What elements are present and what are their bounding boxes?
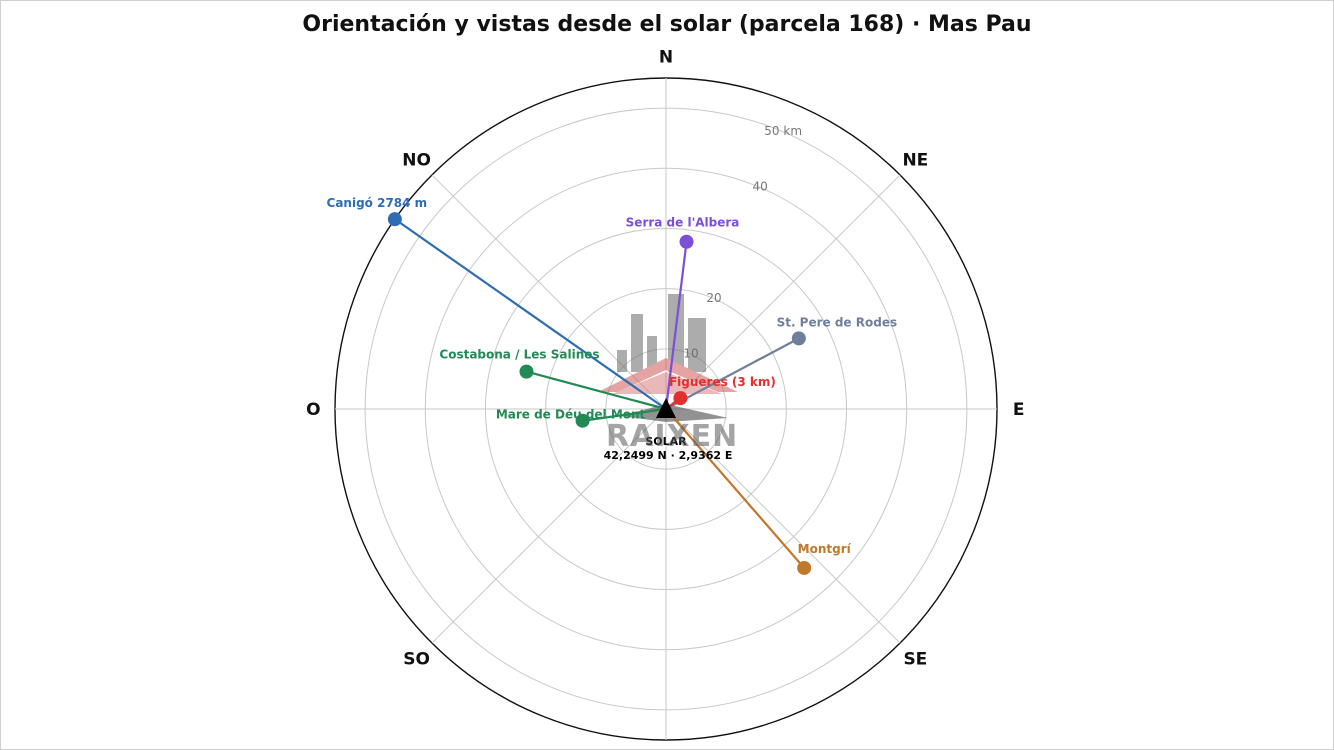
view-point: [673, 391, 688, 406]
view-point: [797, 560, 812, 575]
view-point: [679, 234, 694, 249]
view-point: [791, 331, 806, 346]
radial-tick-label: 40: [752, 180, 767, 194]
view-line: [394, 218, 667, 410]
angular-gridline: [431, 408, 667, 644]
watermark-text: RAIXEN: [606, 419, 739, 454]
point-label: Costabona / Les Salines: [439, 348, 599, 362]
direction-label-se: SE: [903, 649, 927, 669]
solar-coordinates: 42,2499 N · 2,9362 E: [604, 449, 733, 462]
radial-tick-label: 20: [706, 291, 721, 305]
view-lines: [387, 212, 812, 575]
angular-gridline: [665, 174, 901, 410]
angular-gridline: [431, 174, 667, 410]
angular-gridline: [665, 408, 901, 644]
solar-label: SOLAR: [645, 435, 687, 448]
direction-label-no: NO: [402, 151, 431, 171]
solar-marker: [656, 398, 676, 418]
point-label: Serra de l'Albera: [626, 216, 740, 230]
view-line: [664, 241, 688, 410]
chart-title: Orientación y vistas desde el solar (par…: [302, 12, 1032, 37]
view-line: [526, 370, 667, 411]
polar-grid: 10204050 kmNNEESESSOONO: [306, 47, 1025, 741]
view-line: [665, 408, 806, 569]
point-label: St. Pere de Rodes: [777, 315, 898, 329]
point-label: Canigó 2784 m: [327, 196, 428, 210]
point-label: Montgrí: [798, 542, 852, 556]
direction-label-n: N: [659, 47, 673, 67]
point-label: Figueres (3 km): [669, 375, 776, 389]
view-point: [575, 413, 590, 428]
direction-label-o: O: [306, 400, 320, 420]
point-label: Mare de Déu del Mont: [496, 408, 646, 422]
direction-label-so: SO: [403, 649, 430, 669]
view-point: [519, 364, 534, 379]
view-line: [665, 337, 800, 410]
view-line: [582, 407, 667, 422]
view-point: [387, 212, 402, 227]
direction-label-e: E: [1013, 400, 1025, 420]
point-labels: Canigó 2784 m Serra de l'Albera St. Pere d…: [327, 196, 898, 556]
radial-tick-label: 50 km: [764, 124, 802, 138]
direction-label-ne: NE: [902, 151, 928, 171]
